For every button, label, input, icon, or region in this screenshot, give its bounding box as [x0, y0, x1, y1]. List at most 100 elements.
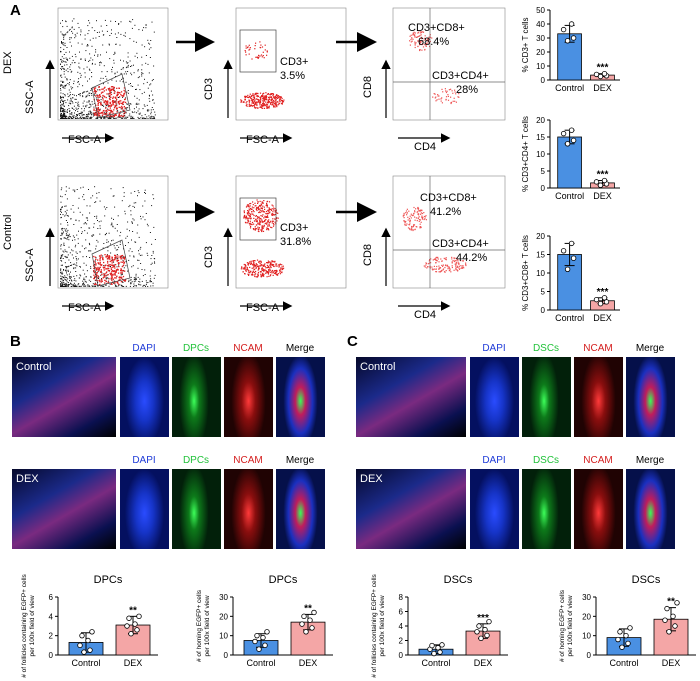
data-point: [597, 182, 604, 188]
category-label: Control: [71, 658, 100, 668]
y-axis-label: # of follicles containing EGFP+ cellsper…: [371, 573, 386, 677]
y-tick-label: 0: [49, 651, 54, 660]
y-tick-label: 40: [536, 20, 545, 29]
y-tick-label: 10: [536, 269, 545, 278]
data-point: [615, 636, 621, 643]
data-point: [601, 295, 608, 301]
data-point: [564, 141, 571, 147]
x-axis-label: CD4: [414, 309, 437, 321]
data-point: [311, 609, 317, 616]
chart-title: DPCs: [269, 574, 298, 586]
y-tick-label: 15: [536, 133, 545, 142]
lymphocyte-gate: [91, 73, 131, 119]
category-label: Control: [555, 313, 584, 323]
image-row-label: Control: [16, 361, 52, 373]
data-point: [429, 642, 435, 649]
data-point: [593, 71, 600, 78]
y-tick-label: 0: [541, 306, 546, 315]
x-axis-label: FSC-A: [246, 134, 279, 146]
red-channel-image: [224, 357, 273, 437]
data-point: [568, 21, 575, 27]
channel-label: DSCs: [532, 343, 560, 354]
y-tick-label: 10: [536, 150, 545, 159]
data-point: [301, 613, 307, 620]
channel-label: DPCs: [182, 343, 210, 354]
dapi-channel-image: [470, 469, 519, 549]
fsc-ssc-scatter: [60, 186, 156, 287]
image-row-label: DEX: [360, 473, 383, 485]
data-point: [672, 623, 678, 629]
data-point: [597, 301, 604, 307]
data-point: [126, 615, 132, 621]
quadrant-cd8-percent: 68.4%: [418, 36, 450, 48]
data-point: [303, 629, 309, 635]
data-point: [87, 647, 93, 653]
y-tick-label: 6: [399, 608, 404, 617]
data-point: [560, 26, 567, 33]
quadrant-dots: [402, 206, 467, 273]
data-point: [601, 70, 608, 77]
data-point: [262, 642, 268, 649]
y-tick-label: 20: [536, 48, 545, 57]
panel-a-label: A: [10, 2, 21, 19]
data-point: [593, 296, 600, 303]
x-axis-label: FSC-A: [246, 302, 279, 314]
data-point: [674, 600, 680, 606]
quadrant-cd4-label: CD3+CD4+: [432, 238, 489, 250]
data-point: [309, 625, 315, 631]
significance-stars: ***: [477, 613, 489, 624]
y-tick-label: 10: [582, 632, 591, 641]
data-point: [476, 623, 482, 629]
category-label: DEX: [124, 658, 143, 668]
y-tick-label: 20: [582, 612, 591, 621]
green-channel-image: [172, 469, 221, 549]
y-tick-label: 4: [49, 612, 54, 621]
bar-chart-a1: 0 10 20 30 40 50 % CD3+ T cells Control DEX ***: [521, 6, 620, 93]
y-axis-label: % CD3+CD8+ T cells: [521, 235, 530, 311]
flow-row-control: [57, 175, 506, 289]
quadrant-dots: [409, 30, 460, 105]
channel-label: Merge: [635, 455, 665, 466]
data-point: [79, 632, 85, 639]
image-row-label: Control: [360, 361, 396, 373]
significance-stars: ***: [597, 63, 609, 74]
bar-chart-a3: 0 5 10 15 20 % CD3+CD8+ T cells Control DEX ***: [521, 232, 620, 323]
panel-c-label: C: [347, 333, 358, 350]
data-point: [437, 649, 443, 655]
significance-stars: **: [667, 597, 675, 608]
flow-cytometry-panel: [45, 7, 506, 311]
y-tick-label: 30: [536, 34, 545, 43]
y-tick-label: 0: [541, 184, 546, 193]
category-label: Control: [555, 191, 584, 201]
channel-label: Merge: [285, 455, 315, 466]
data-point: [662, 617, 668, 623]
data-point: [89, 629, 95, 635]
dapi-channel-image: [120, 357, 169, 437]
data-point: [132, 621, 138, 627]
category-label: Control: [421, 658, 450, 668]
merge-channel-image: [276, 469, 325, 549]
lymphocyte-gate: [91, 239, 131, 287]
y-tick-label: 0: [541, 76, 546, 85]
cd3-gate: [239, 197, 277, 241]
category-label: DEX: [593, 313, 612, 323]
y-axis-label: % CD3+ T cells: [521, 17, 530, 72]
channel-label: NCAM: [233, 343, 263, 354]
y-axis-label: % CD3+CD4+ T cells: [521, 116, 530, 192]
channel-label: DAPI: [132, 343, 156, 354]
dapi-channel-image: [120, 469, 169, 549]
chart-title: DPCs: [94, 574, 123, 586]
bar-chart-a2: 0 5 10 15 20 % CD3+CD4+ T cells Control DEX ***: [521, 116, 620, 201]
category-label: Control: [246, 658, 275, 668]
data-point: [77, 642, 83, 649]
y-tick-label: 10: [536, 62, 545, 71]
data-point: [134, 627, 140, 633]
data-point: [124, 623, 130, 629]
green-channel-image: [522, 469, 571, 549]
channel-label: NCAM: [583, 343, 613, 354]
channel-label: DSCs: [532, 455, 560, 466]
y-tick-label: 30: [582, 593, 591, 602]
y-tick-label: 0: [399, 651, 404, 660]
quadrant-cd4-percent: 44.2%: [456, 252, 488, 264]
